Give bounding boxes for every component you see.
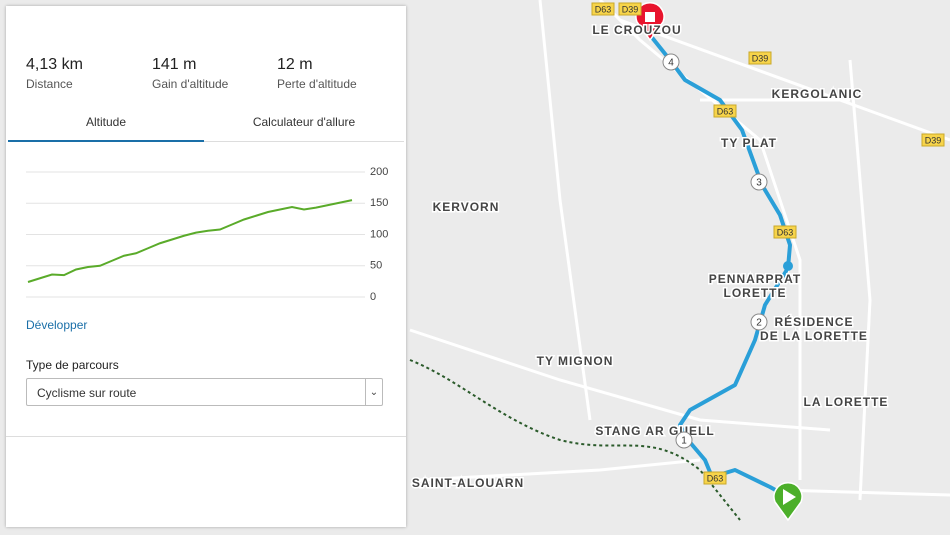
divider xyxy=(6,436,406,437)
road-label: D63 xyxy=(717,106,734,116)
place-label: STANG AR GUELL xyxy=(595,424,714,438)
route-type-select[interactable]: Cyclisme sur route ⌄ xyxy=(26,378,383,406)
road-label: D39 xyxy=(752,53,769,63)
route-marker xyxy=(675,431,693,449)
place-label: TY PLAT xyxy=(721,136,777,150)
stat: 12 m Perte d'altitude xyxy=(277,56,357,91)
marker-label: 3 xyxy=(756,178,762,189)
marker-label: 2 xyxy=(756,318,762,329)
road-badge xyxy=(703,471,727,485)
route-marker xyxy=(750,313,768,331)
tab[interactable]: Calculateur d'allure xyxy=(204,114,404,142)
start-icon xyxy=(783,489,796,505)
marker-label: 4 xyxy=(668,58,674,69)
y-tick-label: 50 xyxy=(370,260,382,272)
route-marker xyxy=(662,53,680,71)
y-tick-label: 150 xyxy=(370,197,388,209)
marker-label: 1 xyxy=(681,436,687,447)
select-arrow: ⌄ xyxy=(365,379,382,405)
stat-label: Gain d'altitude xyxy=(152,77,229,91)
stat: 4,13 km Distance xyxy=(26,56,83,91)
select-value: Cyclisme sur route xyxy=(37,386,137,400)
y-tick-label: 0 xyxy=(370,291,376,303)
end-icon xyxy=(645,12,655,22)
y-tick-label: 100 xyxy=(370,228,388,240)
place-label: TY MIGNON xyxy=(537,354,614,368)
route-point xyxy=(783,261,793,271)
place-label: KERVORN xyxy=(433,200,500,214)
road-badge xyxy=(921,133,945,147)
road-label: D63 xyxy=(707,473,724,483)
road-badge xyxy=(773,225,797,239)
place-label: LE CROUZOU xyxy=(592,23,681,37)
altitude-chart: 0 50 100 150 200 xyxy=(26,166,388,303)
road-badge xyxy=(591,2,615,16)
tab[interactable]: Altitude xyxy=(8,114,204,142)
place-label: LORETTE xyxy=(724,286,787,300)
place-label: RÉSIDENCE xyxy=(774,314,853,329)
place-label: KERGOLANIC xyxy=(772,87,863,101)
roads xyxy=(409,0,950,501)
route-marker xyxy=(750,173,768,191)
altitude-line xyxy=(27,199,353,283)
stat-value: 4,13 km xyxy=(26,56,83,73)
road-badge xyxy=(748,51,772,65)
stat-label: Distance xyxy=(26,77,73,91)
stat-value: 141 m xyxy=(152,56,197,73)
place-label: LA LORETTE xyxy=(804,395,889,409)
route-panel: 4,13 km Distance 141 m Gain d'altitude 12 … xyxy=(6,6,406,527)
road-label: D39 xyxy=(925,135,942,145)
place-label: SAINT-ALOUARN xyxy=(412,476,524,490)
stat: 141 m Gain d'altitude xyxy=(152,56,228,91)
y-tick-label: 200 xyxy=(370,166,388,178)
road-badge xyxy=(713,104,737,118)
stat-label: Perte d'altitude xyxy=(277,77,357,91)
place-label: PENNARPRAT xyxy=(709,272,801,286)
road-label: D39 xyxy=(622,4,639,14)
road-label: D63 xyxy=(777,227,794,237)
trail xyxy=(409,359,741,521)
road-label: D63 xyxy=(595,4,612,14)
expand-link[interactable]: Développer xyxy=(26,318,88,332)
place-label: DE LA LORETTE xyxy=(760,329,868,343)
stat-value: 12 m xyxy=(277,56,313,73)
road-badge xyxy=(618,2,642,16)
field-label: Type de parcours xyxy=(26,358,119,372)
